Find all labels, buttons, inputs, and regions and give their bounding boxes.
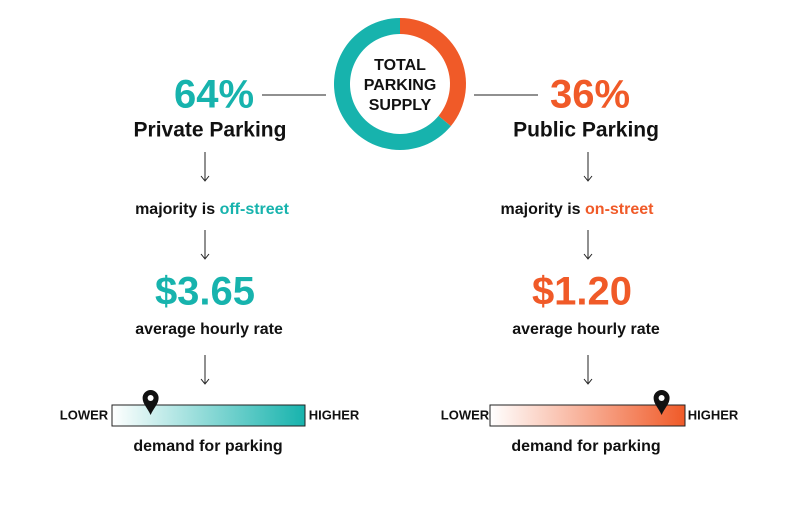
rate-caption: average hourly rate [512,321,660,338]
arrow [583,355,593,385]
pin-body [653,390,670,415]
scale-low: LOWER [60,407,109,422]
share: 36% [550,73,630,117]
center-line: PARKING [364,77,437,94]
rate: $1.20 [532,270,632,314]
pin [142,390,159,415]
arrow [200,355,210,385]
panel-title: Public Parking [513,119,659,142]
majority-type: on-street [585,201,654,218]
rate-caption: average hourly rate [135,321,283,338]
donut-segment [400,18,467,127]
scale-caption: demand for parking [511,438,660,455]
arrow [583,152,593,182]
scale-high: HIGHER [688,407,739,422]
center-line: TOTAL [374,57,426,74]
majority: majority is off-street [135,201,289,218]
donut-segment [334,18,451,150]
pin-hole [147,395,154,401]
scale-bar [111,404,306,427]
donut [334,18,467,150]
rate: $3.65 [155,270,255,314]
majority-prefix: majority is [501,201,581,218]
share: 64% [174,73,254,117]
arrow [200,152,210,182]
majority-type: off-street [220,201,290,218]
arrow [200,230,210,260]
panel-title: Private Parking [134,119,287,142]
scale-high: HIGHER [309,407,360,422]
pin-body [142,390,159,415]
center-line: SUPPLY [369,97,432,114]
majority: majority is on-street [501,201,655,218]
majority-prefix: majority is [135,201,215,218]
scale-bar [489,404,686,427]
pin-hole [658,395,665,401]
scale-low: LOWER [441,407,490,422]
scale-caption: demand for parking [133,438,282,455]
arrow [583,230,593,260]
pin [653,390,670,415]
